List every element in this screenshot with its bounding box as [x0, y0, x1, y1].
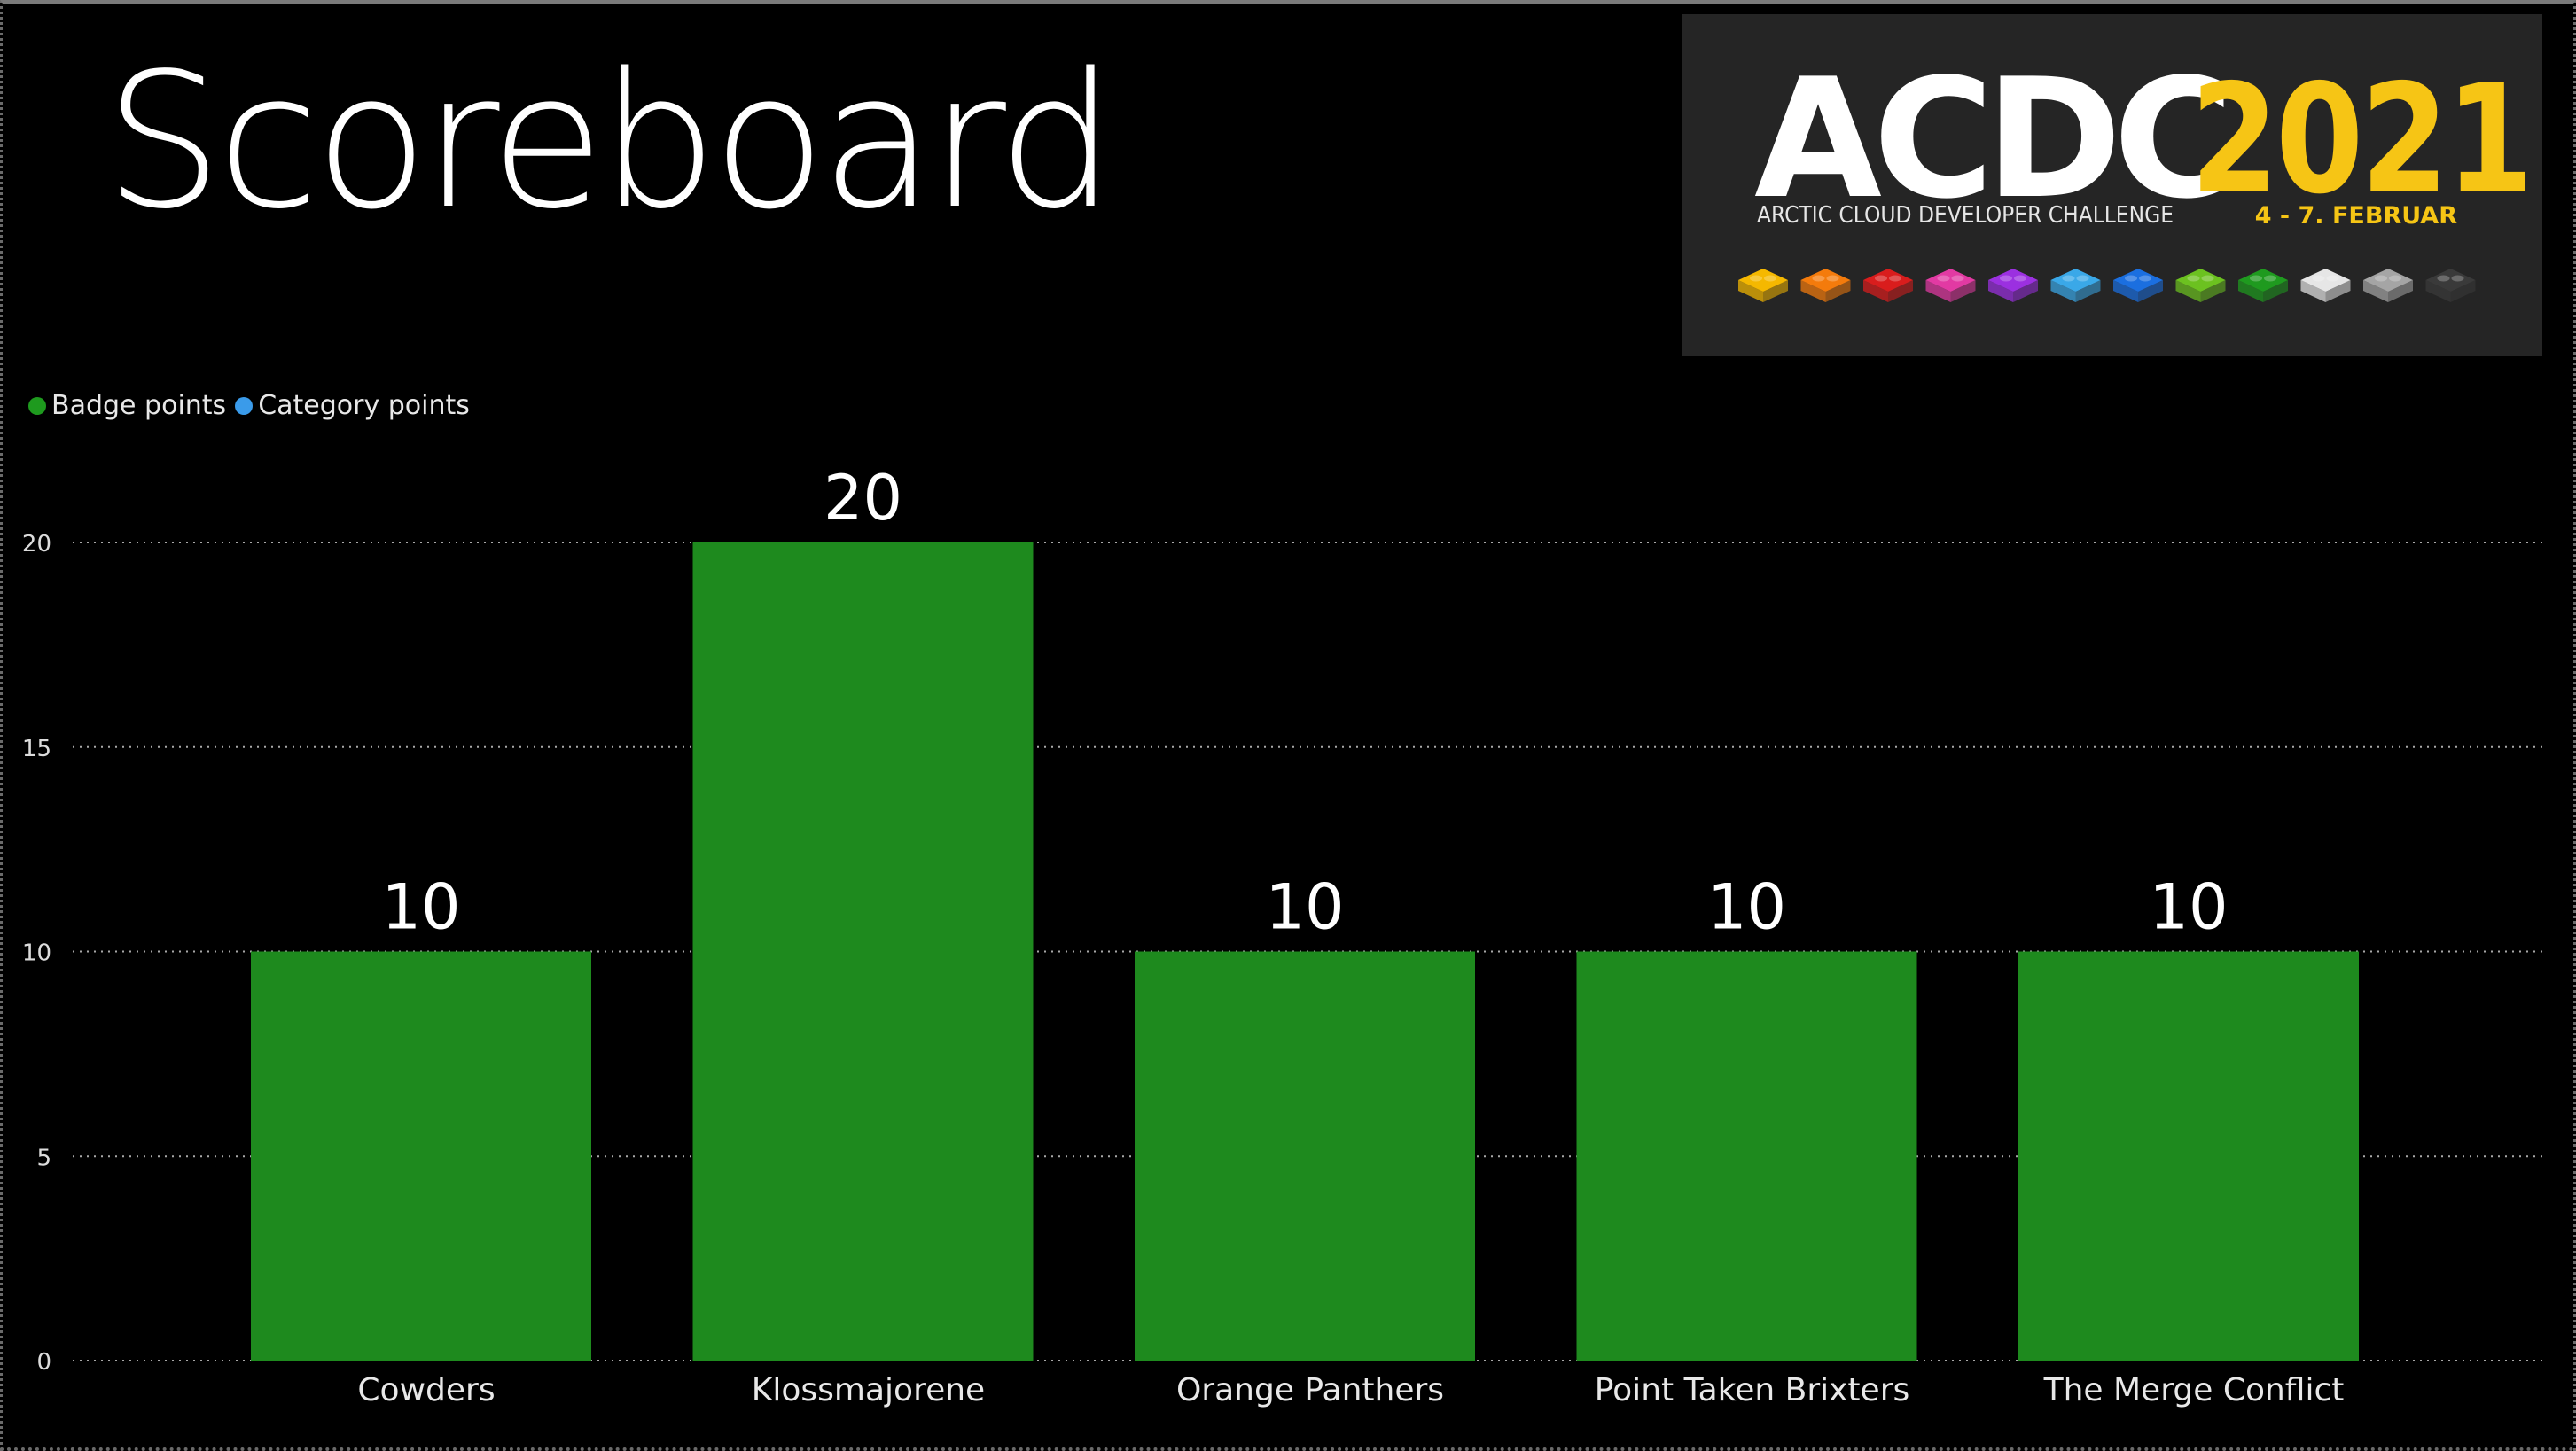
legend-label: Category points — [258, 390, 470, 421]
logo-year-text: 2021 — [2190, 52, 2533, 228]
y-tick-label: 0 — [36, 1349, 51, 1376]
logo-subtitle: ARCTIC CLOUD DEVELOPER CHALLENGE — [1757, 202, 2174, 229]
logo-brick-icon — [1738, 269, 1788, 302]
y-tick-label: 10 — [22, 940, 51, 967]
logo-brick-icon — [2300, 269, 2351, 302]
bar[interactable] — [1576, 951, 1917, 1361]
logo-brick-icon — [1988, 269, 2038, 302]
bar[interactable] — [251, 951, 591, 1361]
logo-brick-icon — [1800, 269, 1851, 302]
x-tick-label: Point Taken Brixters — [1595, 1372, 1910, 1408]
x-tick-label: Klossmajorene — [752, 1372, 985, 1408]
x-tick-label: Cowders — [357, 1372, 495, 1408]
logo-brick-icon — [2050, 269, 2101, 302]
bar[interactable] — [1135, 951, 1475, 1361]
logo-brick-icon — [2113, 269, 2163, 302]
data-label: 20 — [824, 462, 902, 534]
legend-dot-icon — [28, 396, 46, 415]
logo-brick-icon — [2363, 269, 2413, 302]
y-tick-label: 5 — [36, 1144, 51, 1171]
logo-brick-icon — [2175, 269, 2226, 302]
logo-acdc-text: ACDC — [1754, 43, 2234, 235]
legend-dot-icon — [235, 396, 254, 415]
x-tick-label: Orange Panthers — [1176, 1372, 1444, 1408]
x-tick-label: The Merge Conflict — [2043, 1372, 2345, 1408]
logo-bricks — [1738, 269, 2476, 302]
logo-brick-icon — [1863, 269, 1913, 302]
chart-legend: Badge points Category points — [28, 390, 479, 421]
logo-brick-icon — [2238, 269, 2288, 302]
data-label: 10 — [1707, 871, 1786, 944]
y-tick-label: 20 — [22, 531, 51, 558]
data-label: 10 — [1265, 871, 1344, 944]
bar[interactable] — [692, 542, 1034, 1361]
logo-brick-icon — [1925, 269, 1976, 302]
legend-item-badge-points[interactable]: Badge points — [28, 390, 226, 421]
bar[interactable] — [2018, 951, 2359, 1361]
data-label: 10 — [381, 871, 460, 944]
legend-item-category-points[interactable]: Category points — [235, 390, 470, 421]
logo-brick-icon — [2425, 269, 2476, 302]
acdc-logo: ACDC 2021 ARCTIC CLOUD DEVELOPER CHALLEN… — [1682, 14, 2542, 356]
logo-dates: 4 - 7. FEBRUAR — [2254, 202, 2457, 230]
y-tick-label: 15 — [22, 736, 51, 762]
data-label: 10 — [2149, 871, 2228, 944]
legend-label: Badge points — [51, 390, 227, 421]
page-title: Scoreboard — [105, 33, 1116, 250]
